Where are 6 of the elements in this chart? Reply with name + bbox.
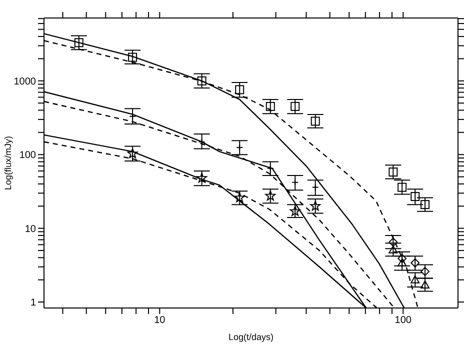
y-tick-label: 10 [24, 224, 36, 235]
y-tick-label: 100 [19, 150, 36, 162]
y-axis-title: Log(flux/mJy) [3, 136, 14, 190]
y-tick-label: 1 [30, 298, 36, 309]
x-axis-title: Log(t/days) [228, 332, 274, 342]
y-tick-label: 1000 [14, 76, 36, 88]
